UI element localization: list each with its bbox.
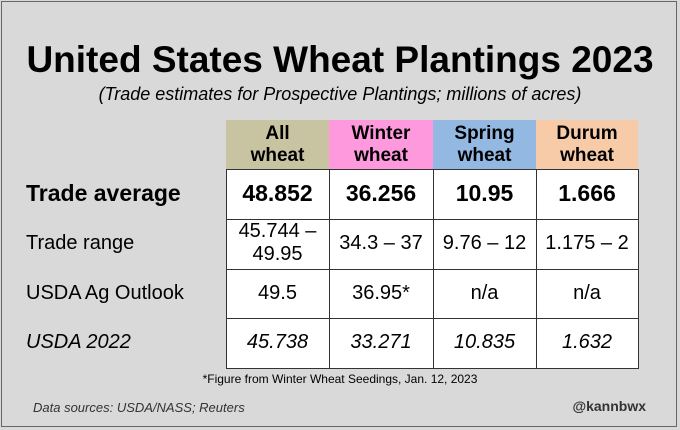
table-cell: 36.95* (352, 281, 410, 304)
row-label-3: USDA 2022 (26, 330, 131, 353)
row-label-1: Trade range (26, 231, 135, 254)
table-cell: 34.3 – 37 (339, 231, 423, 254)
column-header-0: All wheat (226, 120, 329, 169)
footnote: *Figure from Winter Wheat Seedings, Jan.… (202, 372, 478, 386)
table-cell: 33.271 (350, 330, 412, 353)
table-cell: 48.852 (242, 179, 313, 206)
table-cell: n/a (573, 281, 601, 304)
author-handle: @kannbwx (572, 398, 646, 414)
grid-line-horizontal (226, 269, 638, 270)
table-cell: 36.256 (345, 179, 417, 206)
grid-line-horizontal (226, 318, 638, 319)
column-header-1: Winter wheat (329, 120, 433, 169)
table-cell: 10.835 (453, 330, 516, 353)
grid-line-horizontal (226, 169, 638, 170)
row-label-2: USDA Ag Outlook (26, 281, 184, 304)
table-cell: n/a (470, 281, 499, 304)
table-cell: 9.76 – 12 (442, 231, 527, 254)
table-cell: 10.95 (455, 179, 514, 206)
column-header-3: Durum wheat (536, 120, 638, 169)
chart-subtitle: (Trade estimates for Prospective Plantin… (98, 84, 582, 104)
table-cell: 1.632 (561, 330, 613, 353)
grid-line-horizontal (226, 219, 638, 220)
table-cell: 45.744 – 49.95 (238, 220, 317, 265)
column-header-2: Spring wheat (433, 120, 536, 169)
chart-title: United States Wheat Plantings 2023 (26, 39, 654, 80)
table-cell: 49.5 (258, 281, 297, 304)
table-cell: 45.738 (246, 330, 309, 353)
grid-line-vertical (638, 169, 639, 369)
data-source: Data sources: USDA/NASS; Reuters (33, 400, 245, 415)
grid-line-horizontal (226, 368, 638, 369)
table-cell: 1.175 – 2 (545, 231, 629, 254)
table-cell: 1.666 (558, 179, 616, 206)
row-label-0: Trade average (26, 179, 181, 206)
